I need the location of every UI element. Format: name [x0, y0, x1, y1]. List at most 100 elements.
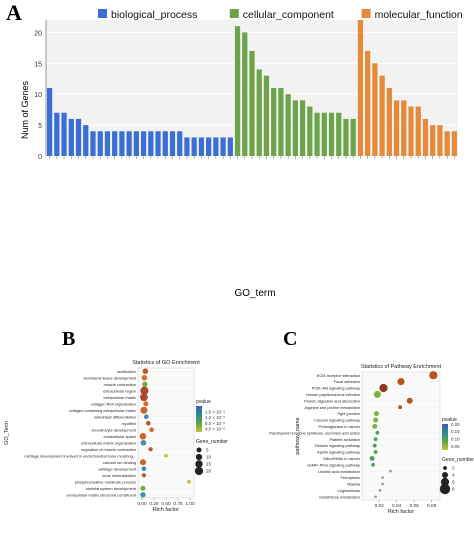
panel-b-point [140, 439, 147, 446]
panel-b-point [141, 473, 147, 478]
panel-c-size-legend-dot [440, 477, 450, 487]
panel-c-size-legend-label: 2 [452, 466, 455, 471]
panel-b-category-label: extracellular matrix structural constitu… [66, 492, 137, 497]
panel-a-legend-label: biological_process [111, 9, 197, 21]
panel-a-bar [350, 118, 356, 156]
panel-c-colorbar-label: 0.20 [451, 422, 460, 427]
panel-a-legend-swatch [229, 9, 239, 18]
panel-c-point [381, 476, 384, 479]
panel-a-bar [155, 131, 161, 156]
panel-b-point [139, 459, 147, 466]
panel-b-point [139, 432, 147, 440]
panel-c-category-label: Relaxin signaling pathway [315, 443, 360, 448]
panel-c-point [375, 430, 380, 435]
panel-c-colorbar-label: 0.15 [451, 429, 460, 434]
panel-b-category-label: collagen fibril organization [91, 401, 136, 406]
panel-a-ylabel: Num of Genes [20, 80, 30, 139]
panel-c-point [371, 462, 375, 467]
panel-a-bar [90, 131, 96, 156]
panel-c-size-legend-dot [439, 483, 451, 495]
panel-b-category-label: calcium ion binding [103, 460, 136, 465]
panel-b-category-label: extracellular space [104, 434, 136, 439]
panel-a-legend-label: molecular_function [375, 9, 463, 21]
panel-a-bar [227, 137, 233, 156]
panel-c-point [373, 390, 381, 398]
panel-c-category-label: Ferroptosis [341, 475, 361, 480]
panel-c-ylabel: pathway_name [295, 417, 301, 454]
panel-b-category-label: ossification [117, 369, 136, 374]
panel-b-colorbar-label: 1.6 × 10⁻⁵ [205, 409, 225, 414]
panel-b-category-label: muscle contraction [104, 382, 136, 387]
panel-b-category-label: phosphocreatine metabolic process [75, 479, 136, 484]
panel-b-category-label: bone mineralization [102, 473, 136, 478]
panel-a-bar [61, 112, 67, 156]
panel-a-bar [75, 118, 82, 156]
panel-a-bar [234, 26, 241, 156]
panel-b-size-legend-dot [196, 447, 202, 453]
panel-c-size-legend-label: 8 [452, 487, 455, 492]
panel-b-point [148, 447, 153, 452]
panel-a-legend-label: cellular_component [243, 9, 334, 21]
panel-b-xtick-label: 0.50 [161, 501, 171, 507]
panel-b-point [143, 414, 149, 420]
panel-a-bar [292, 100, 298, 156]
panel-b-point [149, 427, 154, 433]
panel-a-bar [169, 131, 176, 156]
panel-a-bar [386, 88, 392, 156]
panel-a-bar [83, 125, 89, 156]
panel-b-category-label: biomineral tissue development [83, 375, 136, 380]
panel-c-category-label: PI3K–Akt signaling pathway [312, 386, 360, 391]
panel-c-legend-size-title: Gene_number [442, 457, 474, 463]
panel-b-point [140, 406, 148, 414]
panel-a-bar [119, 131, 125, 156]
panel-a-bar [437, 125, 443, 156]
panel-c-point [406, 397, 413, 404]
panel-c-point [378, 489, 382, 492]
panel-a-ytick-label: 15 [34, 61, 42, 68]
panel-a-bar [162, 131, 168, 156]
panel-a-bar [133, 131, 139, 156]
panel-a-bar [206, 137, 212, 156]
panel-c-size-legend-dot [442, 472, 448, 478]
panel-c-point [398, 405, 403, 410]
panel-b-xtick-label: 0.75 [173, 501, 183, 507]
panel-b-point [143, 401, 149, 407]
panel-b-point [141, 374, 148, 381]
panel-b-point [140, 492, 146, 498]
panel-c-category-label: Platelet activation [330, 437, 361, 442]
panel-a-legend-swatch [98, 9, 107, 18]
panel-a-bar [451, 131, 457, 156]
panel-a-bar [408, 106, 414, 156]
panel-a-bar [314, 112, 320, 156]
panel-c-category-label: Arginine and proline metabolism [304, 405, 360, 410]
panel-b-category-label: extracellular matrix [103, 395, 136, 400]
panel-a-bar [112, 131, 118, 156]
panel-a-letter: A [6, 0, 22, 25]
panel-a-bar [299, 100, 306, 156]
panel-a-bar [140, 131, 147, 156]
panel-c-point [372, 443, 377, 448]
panel-a-bar [126, 131, 132, 156]
panel-c-category-label: cGMP–PKG signaling pathway [307, 462, 360, 467]
panel-a-bar [271, 88, 277, 156]
panel-c-xtick-label: 0.06 [409, 503, 419, 509]
panel-a-legend: biological_process cellular_component mole… [98, 9, 463, 21]
panel-c-colorbar [442, 424, 448, 450]
panel-a-legend-swatch [361, 9, 371, 18]
panel-b-size-legend-label: 5 [206, 448, 209, 453]
panel-c-plot: Statistics of Pathway EnrichmentECM-rece… [269, 364, 474, 515]
panel-a-bar [321, 112, 327, 156]
panel-c-category-label: Parathyroid hormone synthesis, secretion… [269, 430, 360, 435]
panel-b-legend-size-title: Gene_number [196, 439, 228, 445]
panel-a-bar [393, 100, 400, 156]
panel-a-ytick-label: 0 [38, 154, 42, 161]
panel-c-category-label: Linoleic acid metabolism [318, 469, 360, 474]
panel-b-letter: B [62, 328, 75, 350]
panel-a-bar [220, 137, 226, 156]
panel-b-size-legend-label: 10 [206, 455, 212, 460]
panel-a-bar [191, 137, 197, 156]
panel-a-bar [198, 137, 205, 156]
panel-a-ytick-label: 20 [34, 30, 42, 37]
panel-b-category-label: extracellular region [103, 388, 136, 393]
panel-c-point [369, 455, 375, 461]
